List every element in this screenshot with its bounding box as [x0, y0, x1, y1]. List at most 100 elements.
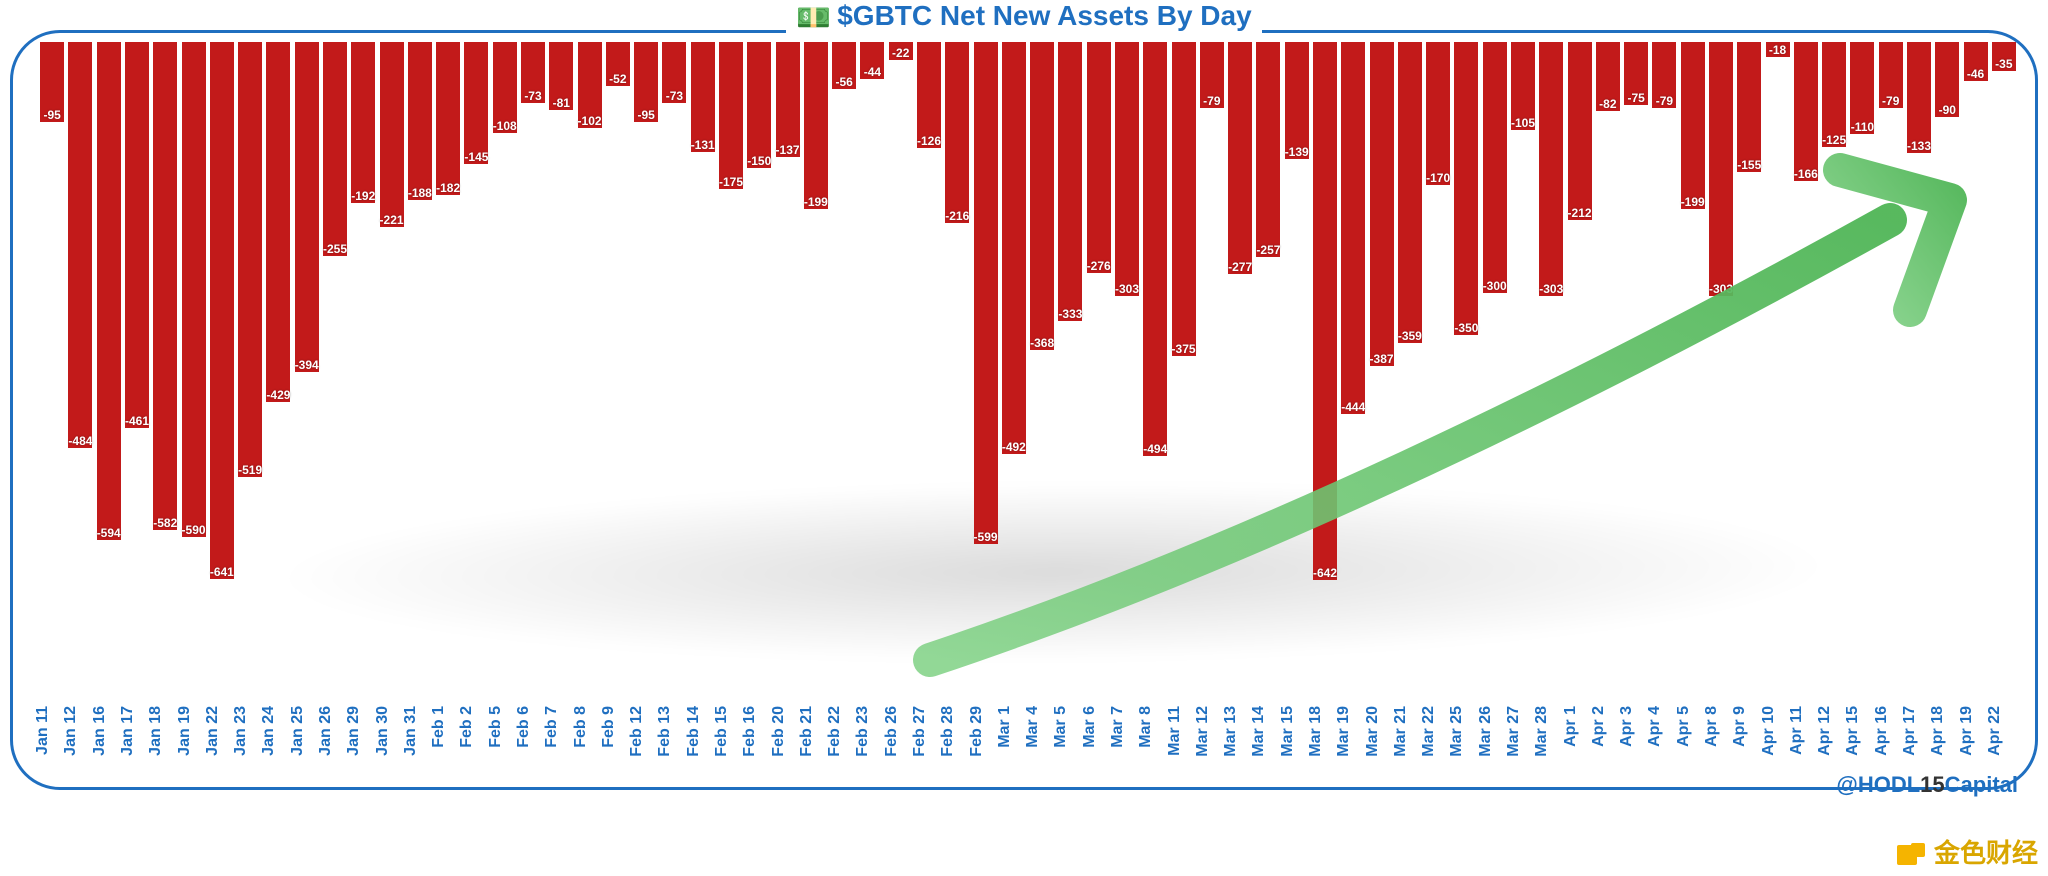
bar-rect: [917, 42, 941, 148]
bar-rect: [1794, 42, 1818, 181]
bar-rect: [68, 42, 92, 448]
bar: -461Jan 17: [125, 42, 149, 702]
bar: -375Mar 11: [1172, 42, 1196, 702]
bar-rect: [804, 42, 828, 209]
x-axis-label: Mar 26: [1477, 706, 1495, 757]
bar-value-label: -79: [1656, 94, 1673, 108]
bar-rect: [945, 42, 969, 223]
bar-value-label: -18: [1769, 43, 1786, 57]
bar: -139Mar 15: [1285, 42, 1309, 702]
x-axis-label: Feb 23: [854, 706, 872, 757]
bar: -79Mar 12: [1200, 42, 1224, 702]
bar-value-label: -81: [553, 96, 570, 110]
bar-value-label: -641: [210, 565, 234, 579]
bar: -79Apr 4: [1652, 42, 1676, 702]
bar-value-label: -492: [1002, 440, 1026, 454]
bar: -199Feb 21: [804, 42, 828, 702]
x-axis-label: Jan 24: [260, 706, 278, 756]
x-axis-label: Jan 25: [289, 706, 307, 756]
bar: -46Apr 19: [1964, 42, 1988, 702]
bar-rect: [1341, 42, 1365, 414]
x-axis-label: Apr 18: [1929, 706, 1947, 756]
x-axis-label: Apr 11: [1788, 706, 1806, 755]
bar: -582Jan 18: [153, 42, 177, 702]
bar-rect: [1398, 42, 1422, 343]
bar: -594Jan 16: [97, 42, 121, 702]
x-axis-label: Feb 7: [543, 706, 561, 748]
x-axis-label: Mar 21: [1392, 706, 1410, 757]
bar: -387Mar 20: [1370, 42, 1394, 702]
bar-rect: [1285, 42, 1309, 159]
bar: -599Feb 29: [974, 42, 998, 702]
bar-rect: [1681, 42, 1705, 209]
x-axis-label: Apr 19: [1958, 706, 1976, 756]
bar-rect: [1709, 42, 1733, 296]
bar-rect: [182, 42, 206, 537]
x-axis-label: Feb 20: [770, 706, 788, 757]
x-axis-label: Apr 22: [1986, 706, 2004, 756]
bar-value-label: -303: [1539, 282, 1563, 296]
bar-value-label: -212: [1568, 206, 1592, 220]
bar: -188Jan 31: [408, 42, 432, 702]
bar: -277Mar 13: [1228, 42, 1252, 702]
bar-value-label: -102: [578, 114, 602, 128]
bar-value-label: -582: [153, 516, 177, 530]
x-axis-label: Mar 25: [1448, 706, 1466, 757]
bar-rect: [1568, 42, 1592, 220]
bar-value-label: -590: [182, 523, 206, 537]
bar-value-label: -519: [238, 463, 262, 477]
bar-value-label: -110: [1851, 120, 1874, 134]
x-axis-label: Mar 22: [1420, 706, 1438, 757]
bar: -56Feb 22: [832, 42, 856, 702]
bar: -75Apr 3: [1624, 42, 1648, 702]
x-axis-label: Mar 20: [1364, 706, 1382, 757]
watermark-icon-2: [1911, 843, 1925, 857]
x-axis-label: Feb 21: [798, 706, 816, 757]
x-axis-label: Apr 3: [1618, 706, 1636, 747]
bar-rect: [351, 42, 375, 203]
bar: -519Jan 23: [238, 42, 262, 702]
chart-title: 💵$GBTC Net New Assets By Day: [786, 0, 1261, 34]
bar-value-label: -188: [408, 186, 432, 200]
bar: -368Mar 4: [1030, 42, 1054, 702]
bar-value-label: -82: [1599, 97, 1616, 111]
bar: -73Feb 6: [521, 42, 545, 702]
bar-rect: [1143, 42, 1167, 456]
x-axis-label: Mar 13: [1222, 706, 1240, 757]
credit-prefix: @HODL: [1836, 772, 1920, 797]
bar: -255Jan 26: [323, 42, 347, 702]
x-axis-label: Jan 16: [91, 706, 109, 756]
x-axis-label: Feb 8: [572, 706, 590, 748]
x-axis-label: Feb 15: [713, 706, 731, 757]
bar: -44Feb 23: [860, 42, 884, 702]
x-axis-label: Mar 12: [1194, 706, 1212, 757]
bar-value-label: -105: [1511, 116, 1535, 130]
bar: -350Mar 25: [1454, 42, 1478, 702]
x-axis-label: Mar 11: [1166, 706, 1184, 756]
bar-value-label: -145: [464, 150, 488, 164]
bar-value-label: -277: [1228, 260, 1252, 274]
x-axis-label: Feb 9: [600, 706, 618, 748]
credit-suffix: Capital: [1945, 772, 2018, 797]
bar: -642Mar 18: [1313, 42, 1337, 702]
plot-area: -95Jan 11-484Jan 12-594Jan 16-461Jan 17-…: [38, 42, 2018, 702]
bar: -494Mar 8: [1143, 42, 1167, 702]
bar-value-label: -599: [974, 530, 998, 544]
x-axis-label: Apr 9: [1731, 706, 1749, 747]
x-axis-label: Mar 1: [996, 706, 1014, 748]
x-axis-label: Feb 13: [656, 706, 674, 757]
bar-value-label: -182: [436, 181, 460, 195]
bar-value-label: -95: [637, 108, 654, 122]
bar: -22Feb 26: [889, 42, 913, 702]
bar: -81Feb 7: [549, 42, 573, 702]
bar: -212Apr 1: [1568, 42, 1592, 702]
bar-value-label: -216: [945, 209, 969, 223]
bar-value-label: -150: [747, 154, 771, 168]
bar: -155Apr 9: [1737, 42, 1761, 702]
x-axis-label: Apr 17: [1901, 706, 1919, 756]
bar-rect: [238, 42, 262, 477]
bar: -95Jan 11: [40, 42, 64, 702]
x-axis-label: Apr 8: [1703, 706, 1721, 747]
bar: -492Mar 1: [1002, 42, 1026, 702]
x-axis-label: Jan 22: [204, 706, 222, 756]
